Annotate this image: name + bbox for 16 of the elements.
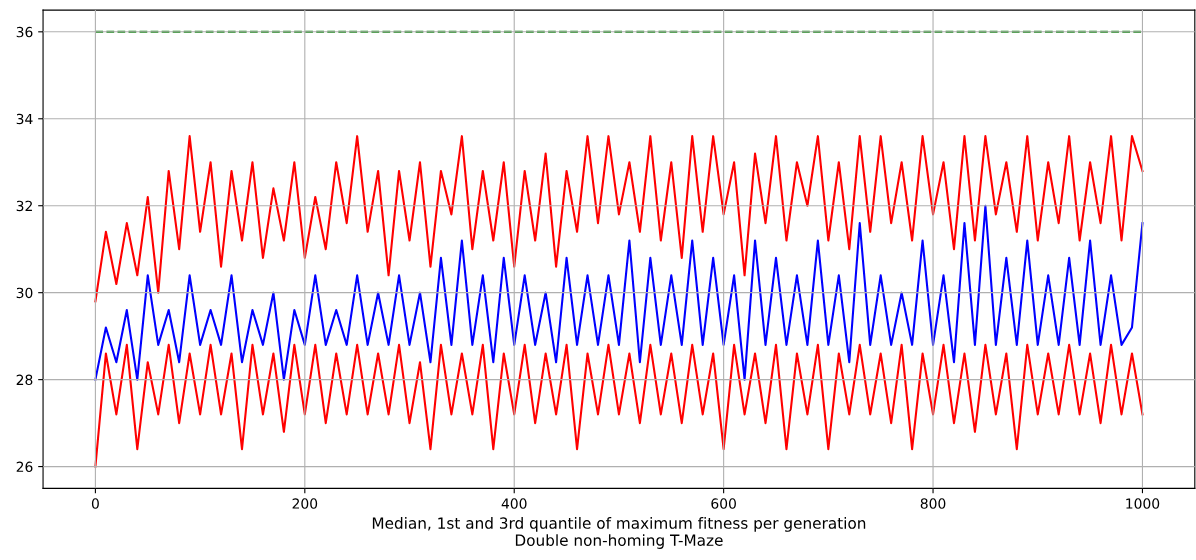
y-tick-label: 30 (16, 287, 33, 299)
y-tick-label: 26 (16, 461, 33, 473)
x-tick-label: 400 (501, 498, 527, 509)
y-tick-label: 32 (16, 200, 32, 212)
line-series (94, 204, 1144, 381)
x-axis-title: Median, 1st and 3rd quantile of maximum fitness per generation Double non-homing T-Maze (372, 517, 866, 549)
x-tick-label: 0 (91, 498, 99, 509)
y-tick-label: 28 (16, 374, 33, 386)
x-tick-label: 600 (711, 498, 736, 509)
x-tick-label: 800 (920, 498, 946, 509)
line-series (94, 343, 1144, 468)
y-tick-label: 34 (16, 113, 33, 125)
line-series (94, 135, 1144, 303)
x-tick-label: 200 (292, 498, 318, 509)
y-tick-label: 36 (16, 26, 33, 38)
x-tick-label: 1000 (1126, 498, 1160, 509)
